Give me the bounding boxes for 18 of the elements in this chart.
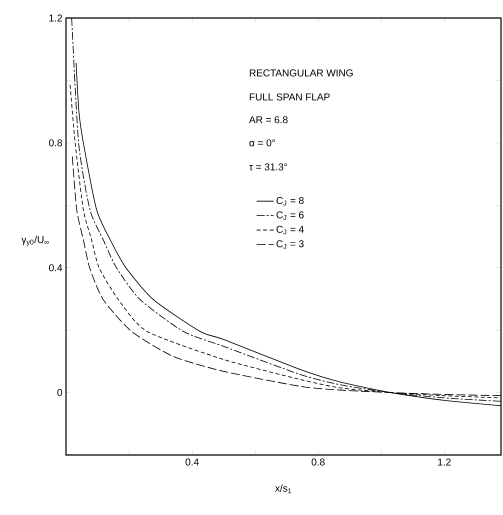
y-tick-label: 0.8 xyxy=(49,139,62,146)
x-axis-title: x/s$_{1}$ xyxy=(275,484,292,494)
legend-label: C$_{J}$ = 6 xyxy=(276,211,304,220)
y-tick-label: 0.4 xyxy=(49,264,62,272)
y-axis-title: γ$_{y0}$/U$_{∞}$ xyxy=(21,236,49,246)
x-tick-label: 1.2 xyxy=(438,458,451,466)
y-tick-label: 1.2 xyxy=(49,14,62,22)
x-tick-label: 0.4 xyxy=(186,458,199,466)
legend-label: C$_{J}$ = 8 xyxy=(276,196,304,206)
annotation: AR = 6.8 xyxy=(249,116,288,124)
annotation: FULL SPAN FLAP xyxy=(250,93,330,100)
legend-label: C$_{J}$ = 4 xyxy=(276,226,304,234)
annotation: τ = 31.3° xyxy=(249,163,288,170)
x-tick-label: 0.8 xyxy=(312,458,325,466)
legend-label: C$_{J}$ = 3 xyxy=(276,240,304,249)
y-tick-label: 0 xyxy=(57,389,62,396)
annotation: RECTANGULAR WING xyxy=(250,69,353,76)
annotation: α = 0° xyxy=(249,139,276,146)
